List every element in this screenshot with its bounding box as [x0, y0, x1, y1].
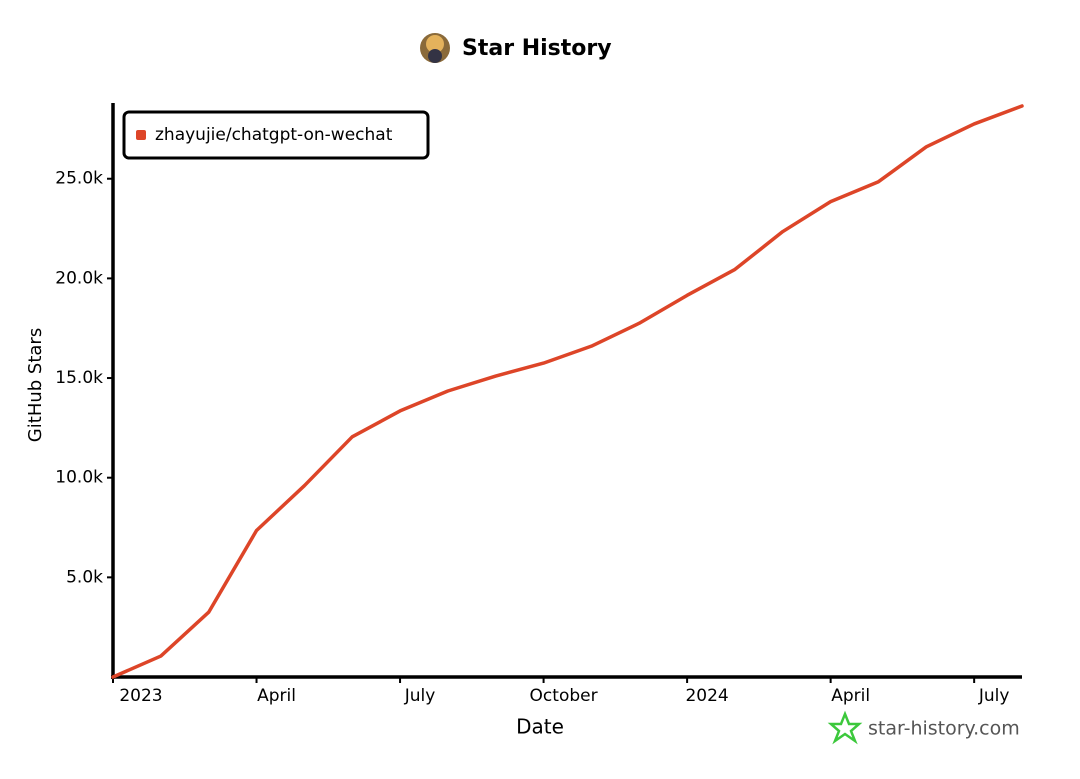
x-tick-label: July — [978, 686, 1010, 706]
y-axis-label: GitHub Stars — [25, 328, 46, 442]
x-tick-label: April — [257, 686, 296, 706]
y-tick-label: 20.0k — [55, 268, 103, 288]
x-axis-label: Date — [516, 715, 564, 739]
y-tick-label: 10.0k — [55, 468, 103, 488]
x-tick-label: 2024 — [685, 686, 728, 706]
watermark: star-history.com — [868, 718, 1020, 740]
x-tick-label: April — [831, 686, 870, 706]
watermark-icon — [827, 710, 863, 745]
legend-box — [122, 110, 430, 160]
chart-title: Star History — [462, 36, 612, 61]
avatar — [420, 33, 450, 63]
line — [111, 104, 1024, 679]
y-tick-label: 5.0k — [66, 567, 103, 587]
y-tick-label: 15.0k — [55, 368, 103, 388]
y-tick-label: 25.0k — [55, 169, 103, 189]
x-tick-label: July — [404, 686, 436, 706]
legend-swatch — [136, 130, 146, 140]
x-tick-label: October — [530, 686, 598, 706]
legend-label: zhayujie/chatgpt-on-wechat — [155, 125, 393, 145]
x-tick-label: 2023 — [119, 686, 162, 706]
